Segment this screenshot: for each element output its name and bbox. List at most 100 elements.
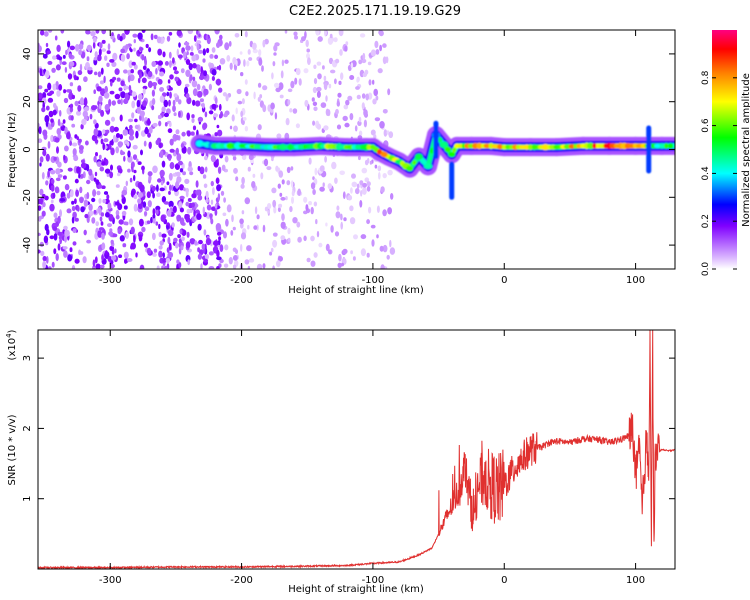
noise-speckle bbox=[279, 192, 283, 197]
noise-speckle bbox=[63, 97, 69, 104]
noise-speckle bbox=[373, 88, 379, 97]
noise-speckle bbox=[117, 172, 121, 177]
colorbar-label: Normalized spectral amplitude bbox=[741, 73, 750, 227]
noise-speckle bbox=[48, 30, 53, 33]
noise-speckle bbox=[315, 219, 318, 225]
noise-speckle bbox=[168, 31, 173, 36]
noise-speckle bbox=[107, 43, 111, 51]
noise-speckle bbox=[143, 140, 147, 147]
noise-speckle bbox=[124, 92, 129, 101]
noise-speckle bbox=[203, 258, 209, 263]
noise-speckle bbox=[158, 142, 162, 149]
ridge-point bbox=[568, 144, 575, 149]
noise-speckle bbox=[203, 88, 209, 96]
noise-speckle bbox=[177, 234, 182, 239]
noise-speckle bbox=[41, 172, 45, 180]
noise-speckle bbox=[77, 70, 83, 76]
noise-speckle bbox=[60, 30, 65, 34]
noise-speckle bbox=[341, 262, 344, 267]
noise-speckle bbox=[42, 255, 47, 262]
noise-speckle bbox=[50, 169, 56, 175]
noise-speckle bbox=[88, 203, 93, 212]
noise-speckle bbox=[225, 94, 229, 102]
noise-speckle bbox=[168, 172, 173, 181]
noise-speckle bbox=[141, 165, 145, 171]
noise-speckle bbox=[56, 90, 61, 97]
noise-speckle bbox=[191, 193, 197, 199]
noise-speckle bbox=[167, 252, 173, 259]
noise-speckle bbox=[173, 237, 178, 243]
noise-speckle bbox=[252, 48, 258, 54]
noise-speckle bbox=[216, 158, 219, 164]
noise-speckle bbox=[252, 173, 256, 178]
noise-speckle bbox=[38, 232, 41, 237]
noise-speckle bbox=[42, 148, 47, 157]
noise-speckle bbox=[148, 141, 152, 149]
noise-speckle bbox=[80, 162, 87, 169]
ridge-point bbox=[451, 147, 457, 153]
noise-speckle bbox=[162, 51, 166, 58]
noise-speckle bbox=[76, 136, 79, 141]
noise-speckle bbox=[111, 255, 117, 261]
noise-speckle bbox=[172, 105, 176, 112]
noise-speckle bbox=[53, 102, 57, 109]
noise-speckle bbox=[199, 75, 205, 81]
noise-speckle bbox=[79, 97, 85, 106]
noise-speckle bbox=[362, 52, 366, 61]
noise-speckle bbox=[138, 72, 143, 79]
noise-speckle bbox=[158, 245, 163, 250]
noise-speckle bbox=[216, 256, 222, 261]
ridge-point bbox=[592, 143, 597, 149]
noise-speckle bbox=[163, 112, 169, 118]
y-tick-label: 40 bbox=[22, 48, 33, 61]
noise-speckle bbox=[100, 109, 105, 117]
noise-speckle bbox=[281, 59, 285, 67]
ridge-point bbox=[412, 160, 417, 166]
noise-speckle bbox=[216, 184, 222, 192]
noise-speckle bbox=[175, 129, 180, 135]
noise-speckle bbox=[216, 266, 220, 269]
noise-speckle bbox=[334, 78, 337, 85]
noise-speckle bbox=[93, 89, 96, 94]
noise-speckle bbox=[109, 90, 115, 95]
noise-speckle bbox=[120, 80, 125, 87]
noise-speckle bbox=[86, 192, 90, 200]
noise-speckle bbox=[169, 74, 174, 80]
snr-y-label: SNR (10 * v/v) bbox=[7, 414, 18, 485]
noise-speckle bbox=[176, 176, 182, 183]
noise-speckle bbox=[210, 218, 214, 225]
noise-speckle bbox=[69, 61, 75, 67]
noise-speckle bbox=[271, 187, 277, 194]
noise-speckle bbox=[148, 47, 152, 53]
noise-speckle bbox=[187, 166, 193, 172]
noise-speckle bbox=[135, 130, 139, 139]
noise-speckle bbox=[351, 181, 358, 188]
noise-speckle bbox=[379, 121, 385, 129]
noise-speckle bbox=[274, 112, 278, 120]
noise-speckle bbox=[185, 59, 191, 65]
noise-speckle bbox=[173, 70, 179, 75]
noise-speckle bbox=[349, 217, 356, 225]
noise-speckle bbox=[137, 198, 142, 205]
noise-speckle bbox=[125, 44, 129, 50]
x-tick-label: 0 bbox=[501, 575, 507, 586]
noise-speckle bbox=[98, 95, 103, 103]
noise-speckle bbox=[189, 52, 194, 56]
noise-speckle bbox=[167, 229, 174, 237]
noise-speckle bbox=[98, 103, 102, 110]
noise-speckle bbox=[203, 229, 207, 236]
noise-speckle bbox=[38, 92, 43, 100]
noise-speckle bbox=[263, 158, 269, 167]
noise-speckle bbox=[63, 154, 66, 161]
noise-speckle bbox=[280, 235, 286, 241]
noise-speckle bbox=[115, 133, 121, 138]
noise-speckle bbox=[210, 180, 214, 187]
noise-speckle bbox=[318, 242, 323, 248]
noise-speckle bbox=[248, 154, 254, 161]
noise-speckle bbox=[71, 205, 76, 212]
noise-speckle bbox=[248, 57, 253, 61]
noise-speckle bbox=[156, 209, 159, 215]
noise-speckle bbox=[123, 85, 129, 90]
noise-speckle bbox=[78, 249, 82, 256]
